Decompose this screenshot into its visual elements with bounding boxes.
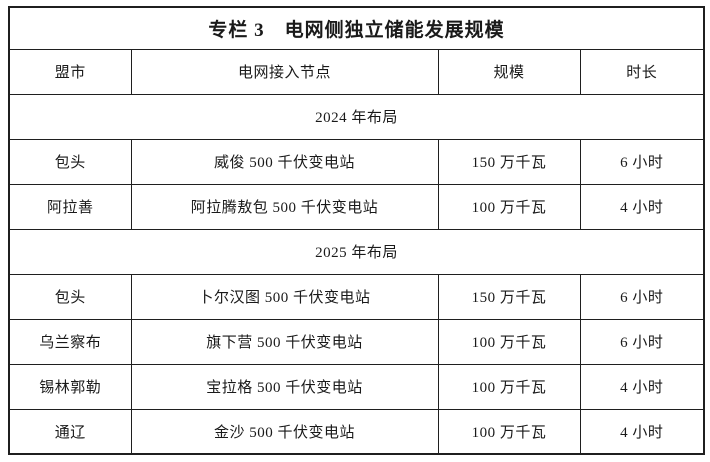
- table-row: 乌兰察布 旗下营 500 千伏变电站 100 万千瓦 6 小时: [8, 318, 705, 365]
- table-row: 阿拉善 阿拉腾敖包 500 千伏变电站 100 万千瓦 4 小时: [8, 183, 705, 230]
- table-title: 专栏 3 电网侧独立储能发展规模: [8, 6, 705, 50]
- table-header-row: 盟市 电网接入节点 规模 时长: [8, 48, 705, 95]
- cell-city: 包头: [8, 273, 132, 320]
- storage-plan-table: 专栏 3 电网侧独立储能发展规模 盟市 电网接入节点 规模 时长 2024 年布…: [8, 6, 706, 455]
- cell-node: 卜尔汉图 500 千伏变电站: [130, 273, 439, 320]
- cell-scale: 150 万千瓦: [437, 138, 581, 185]
- table-row: 包头 威俊 500 千伏变电站 150 万千瓦 6 小时: [8, 138, 705, 185]
- column-header-grid-node: 电网接入节点: [130, 48, 439, 95]
- cell-node: 宝拉格 500 千伏变电站: [130, 363, 439, 410]
- cell-city: 锡林郭勒: [8, 363, 132, 410]
- section-row-2025: 2025 年布局: [8, 228, 705, 275]
- column-header-duration: 时长: [579, 48, 705, 95]
- section-row-2024: 2024 年布局: [8, 93, 705, 140]
- cell-city: 乌兰察布: [8, 318, 132, 365]
- column-header-league-city: 盟市: [8, 48, 132, 95]
- cell-duration: 6 小时: [579, 138, 705, 185]
- cell-scale: 100 万千瓦: [437, 363, 581, 410]
- column-header-scale: 规模: [437, 48, 581, 95]
- cell-scale: 100 万千瓦: [437, 408, 581, 455]
- cell-scale: 100 万千瓦: [437, 318, 581, 365]
- cell-node: 金沙 500 千伏变电站: [130, 408, 439, 455]
- cell-node: 阿拉腾敖包 500 千伏变电站: [130, 183, 439, 230]
- table-row: 包头 卜尔汉图 500 千伏变电站 150 万千瓦 6 小时: [8, 273, 705, 320]
- section-label-2025: 2025 年布局: [8, 228, 705, 275]
- cell-duration: 4 小时: [579, 183, 705, 230]
- table-title-row: 专栏 3 电网侧独立储能发展规模: [8, 6, 705, 50]
- cell-city: 通辽: [8, 408, 132, 455]
- cell-scale: 100 万千瓦: [437, 183, 581, 230]
- cell-duration: 4 小时: [579, 363, 705, 410]
- table-row: 锡林郭勒 宝拉格 500 千伏变电站 100 万千瓦 4 小时: [8, 363, 705, 410]
- cell-duration: 4 小时: [579, 408, 705, 455]
- cell-node: 威俊 500 千伏变电站: [130, 138, 439, 185]
- section-label-2024: 2024 年布局: [8, 93, 705, 140]
- cell-city: 阿拉善: [8, 183, 132, 230]
- cell-duration: 6 小时: [579, 318, 705, 365]
- table: 专栏 3 电网侧独立储能发展规模 盟市 电网接入节点 规模 时长 2024 年布…: [8, 6, 706, 455]
- table-row: 通辽 金沙 500 千伏变电站 100 万千瓦 4 小时: [8, 408, 705, 455]
- cell-city: 包头: [8, 138, 132, 185]
- cell-node: 旗下营 500 千伏变电站: [130, 318, 439, 365]
- cell-scale: 150 万千瓦: [437, 273, 581, 320]
- cell-duration: 6 小时: [579, 273, 705, 320]
